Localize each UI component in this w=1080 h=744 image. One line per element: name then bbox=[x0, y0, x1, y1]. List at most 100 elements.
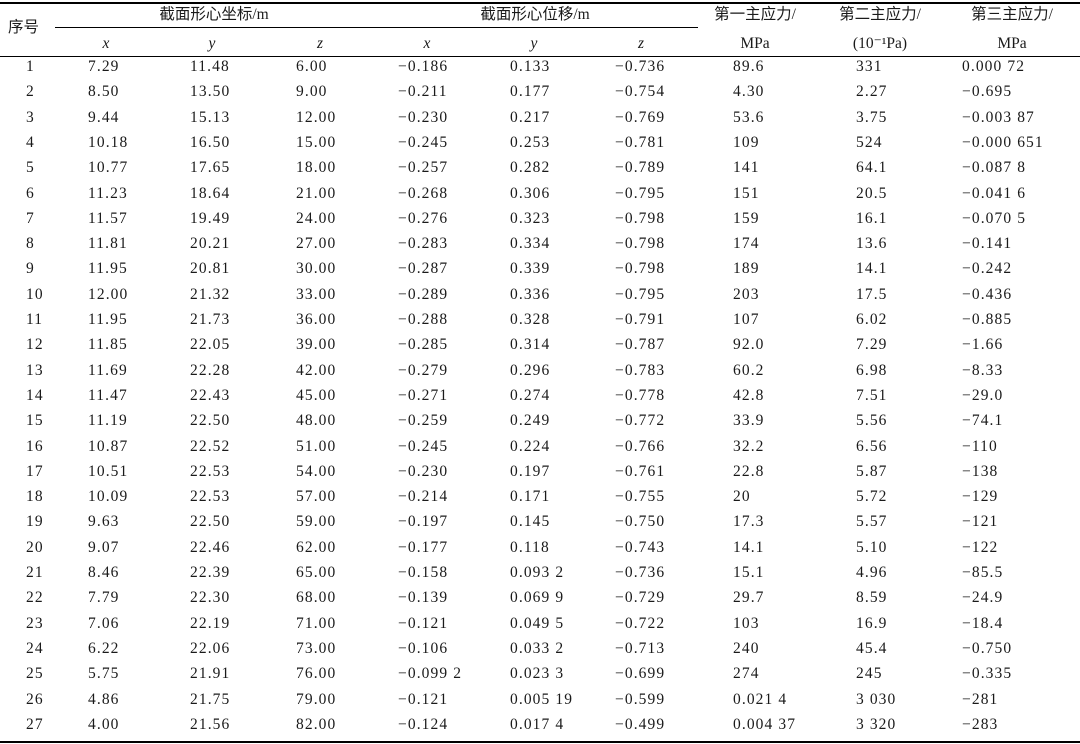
cell-stress3: −0.695 bbox=[962, 83, 1013, 101]
cell-disp-x: −0.121 bbox=[398, 690, 449, 708]
cell-coord-x: 11.19 bbox=[88, 412, 128, 430]
cell-seq: 12 bbox=[26, 336, 44, 354]
cell-disp-y: 0.336 bbox=[510, 285, 551, 303]
subheader-disp-x: x bbox=[423, 35, 431, 52]
cell-disp-z: −0.795 bbox=[615, 184, 666, 202]
cell-disp-z: −0.750 bbox=[615, 513, 666, 531]
cell-seq: 10 bbox=[26, 285, 44, 303]
cell-stress2: 5.10 bbox=[856, 538, 888, 556]
cell-coord-y: 22.06 bbox=[190, 639, 231, 657]
cell-disp-x: −0.285 bbox=[398, 336, 449, 354]
cell-coord-z: 33.00 bbox=[296, 285, 337, 303]
cell-disp-x: −0.271 bbox=[398, 386, 449, 404]
cell-stress2: 3 320 bbox=[856, 715, 897, 733]
cell-coord-x: 7.06 bbox=[88, 614, 120, 632]
disp-group-underline bbox=[373, 27, 698, 28]
cell-coord-y: 20.81 bbox=[190, 260, 231, 278]
cell-stress2: 6.02 bbox=[856, 311, 888, 328]
cell-stress1: 89.6 bbox=[733, 58, 765, 75]
cell-seq: 20 bbox=[26, 538, 44, 556]
cell-disp-x: −0.186 bbox=[398, 58, 449, 75]
cell-disp-z: −0.699 bbox=[615, 665, 666, 683]
cell-disp-z: −0.795 bbox=[615, 285, 666, 303]
cell-stress3: −74.1 bbox=[962, 412, 1004, 430]
cell-stress2: 3.75 bbox=[856, 108, 888, 126]
cell-stress2: 14.1 bbox=[856, 260, 888, 278]
cell-disp-x: −0.288 bbox=[398, 311, 449, 328]
cell-coord-z: 39.00 bbox=[296, 336, 337, 354]
cell-stress2: 16.9 bbox=[856, 614, 888, 632]
cell-disp-z: −0.772 bbox=[615, 412, 666, 430]
cell-coord-y: 22.53 bbox=[190, 462, 231, 480]
header-stress3-line1: 第三主应力/ bbox=[971, 6, 1053, 23]
cell-disp-z: −0.736 bbox=[615, 58, 666, 75]
cell-seq: 17 bbox=[26, 462, 44, 480]
cell-seq: 14 bbox=[26, 386, 44, 404]
cell-stress2: 3 030 bbox=[856, 690, 897, 708]
cell-disp-y: 0.033 2 bbox=[510, 639, 565, 657]
cell-stress2: 245 bbox=[856, 665, 883, 683]
cell-stress2: 2.27 bbox=[856, 83, 888, 101]
cell-coord-x: 8.46 bbox=[88, 564, 120, 581]
cell-coord-y: 13.50 bbox=[190, 83, 231, 101]
cell-coord-x: 11.81 bbox=[88, 235, 128, 253]
cell-disp-y: 0.339 bbox=[510, 260, 551, 278]
cell-coord-z: 68.00 bbox=[296, 589, 337, 607]
cell-disp-x: −0.279 bbox=[398, 361, 449, 379]
cell-disp-y: 0.017 4 bbox=[510, 715, 565, 733]
cell-disp-y: 0.145 bbox=[510, 513, 551, 531]
cell-seq: 6 bbox=[26, 184, 35, 202]
cell-coord-y: 16.50 bbox=[190, 133, 231, 151]
cell-coord-y: 20.21 bbox=[190, 235, 231, 253]
cell-stress1: 159 bbox=[733, 209, 760, 227]
cell-coord-z: 71.00 bbox=[296, 614, 337, 632]
cell-coord-y: 21.75 bbox=[190, 690, 231, 708]
cell-coord-z: 36.00 bbox=[296, 311, 337, 328]
cell-coord-x: 10.09 bbox=[88, 488, 129, 506]
cell-disp-x: −0.139 bbox=[398, 589, 449, 607]
cell-stress1: 29.7 bbox=[733, 589, 765, 607]
cell-stress2: 6.56 bbox=[856, 437, 888, 455]
cell-disp-x: −0.099 2 bbox=[398, 665, 463, 683]
cell-coord-y: 22.30 bbox=[190, 589, 231, 607]
cell-disp-z: −0.761 bbox=[615, 462, 666, 480]
cell-stress3: −0.041 6 bbox=[962, 184, 1027, 202]
cell-coord-x: 9.07 bbox=[88, 538, 120, 556]
cell-disp-z: −0.789 bbox=[615, 159, 666, 177]
cell-disp-y: 0.023 3 bbox=[510, 665, 565, 683]
cell-coord-x: 7.29 bbox=[88, 58, 120, 75]
cell-stress2: 7.29 bbox=[856, 336, 888, 354]
cell-disp-x: −0.289 bbox=[398, 285, 449, 303]
cell-disp-z: −0.778 bbox=[615, 386, 666, 404]
cell-coord-y: 19.49 bbox=[190, 209, 231, 227]
cell-disp-z: −0.499 bbox=[615, 715, 666, 733]
cell-disp-y: 0.296 bbox=[510, 361, 551, 379]
cell-disp-z: −0.798 bbox=[615, 209, 666, 227]
cell-stress3: −0.000 651 bbox=[962, 133, 1044, 151]
cell-coord-y: 22.43 bbox=[190, 386, 231, 404]
cell-coord-x: 10.87 bbox=[88, 437, 129, 455]
cell-stress3: −0.003 87 bbox=[962, 108, 1035, 126]
cell-stress1: 0.021 4 bbox=[733, 690, 788, 708]
cell-disp-y: 0.177 bbox=[510, 83, 551, 101]
cell-seq: 22 bbox=[26, 589, 44, 607]
cell-coord-y: 22.05 bbox=[190, 336, 231, 354]
cell-seq: 16 bbox=[26, 437, 44, 455]
cell-stress3: −122 bbox=[962, 538, 999, 556]
cell-coord-x: 4.86 bbox=[88, 690, 120, 708]
cell-disp-y: 0.118 bbox=[510, 538, 550, 556]
cell-disp-z: −0.769 bbox=[615, 108, 666, 126]
cell-disp-x: −0.124 bbox=[398, 715, 449, 733]
cell-coord-z: 6.00 bbox=[296, 58, 328, 75]
cell-seq: 11 bbox=[26, 311, 44, 328]
cell-coord-y: 22.50 bbox=[190, 412, 231, 430]
cell-coord-z: 82.00 bbox=[296, 715, 337, 733]
cell-coord-z: 9.00 bbox=[296, 83, 328, 101]
cell-coord-z: 42.00 bbox=[296, 361, 337, 379]
cell-coord-z: 57.00 bbox=[296, 488, 337, 506]
cell-disp-x: −0.268 bbox=[398, 184, 449, 202]
cell-coord-x: 7.79 bbox=[88, 589, 120, 607]
cell-coord-x: 10.18 bbox=[88, 133, 129, 151]
cell-disp-x: −0.245 bbox=[398, 133, 449, 151]
